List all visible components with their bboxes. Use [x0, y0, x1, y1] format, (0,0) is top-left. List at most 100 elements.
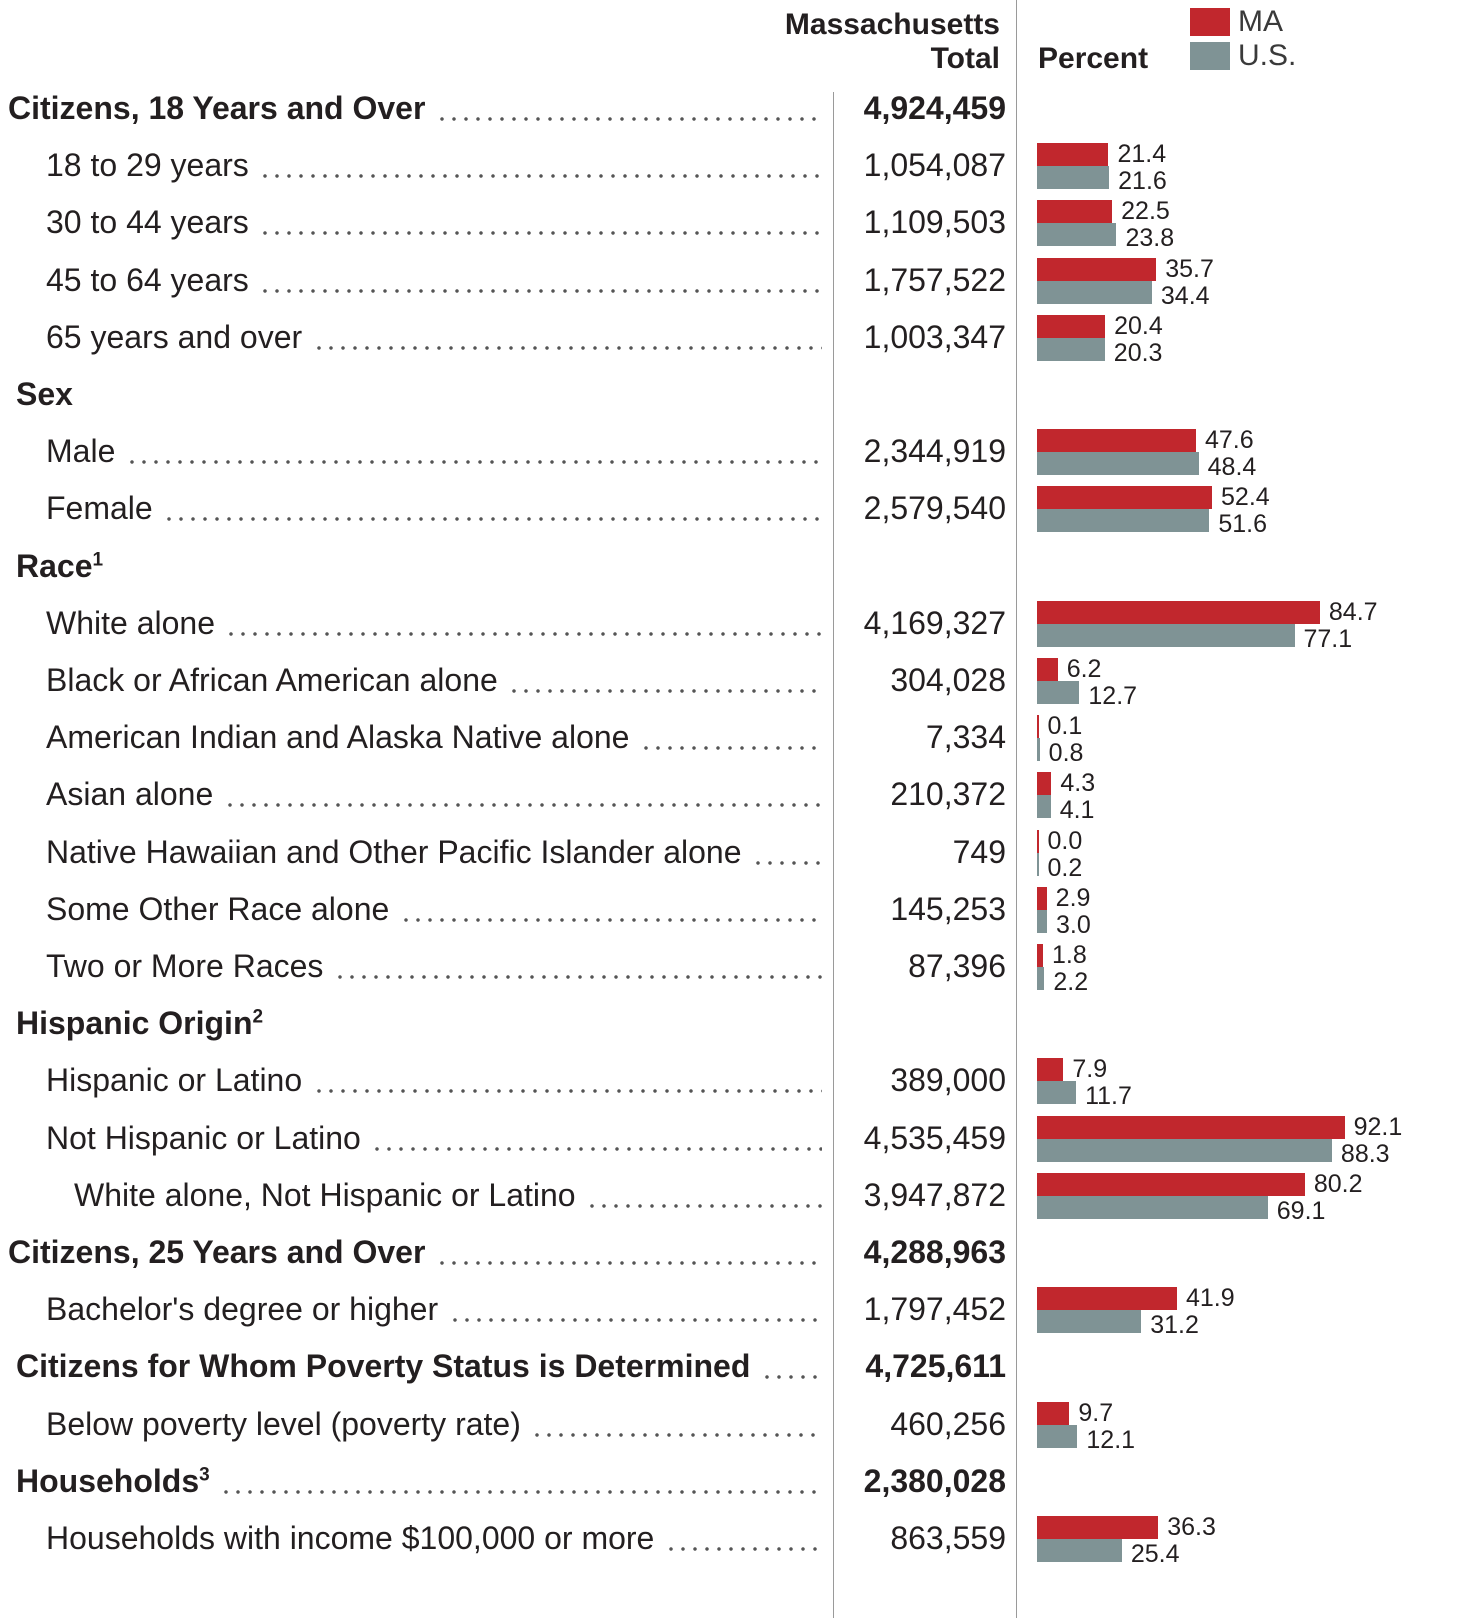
bar-ma — [1037, 772, 1052, 796]
value-label-ma: 84.7 — [1328, 597, 1378, 626]
row-label: 30 to 44 years — [46, 202, 249, 242]
row-label: Two or More Races — [46, 946, 323, 986]
bar-us — [1037, 1081, 1077, 1105]
row-total: 4,725,611 — [865, 1348, 1006, 1385]
row-label: Native Hawaiian and Other Pacific Island… — [46, 832, 741, 872]
bar-ma — [1037, 1172, 1305, 1196]
value-label-ma: 4.3 — [1060, 769, 1096, 798]
value-label-ma: 52.4 — [1221, 483, 1270, 512]
table-divider — [833, 92, 834, 1618]
value-label-us: 2.2 — [1053, 968, 1089, 996]
row-total: 1,757,522 — [863, 261, 1006, 298]
row-total: 4,288,963 — [863, 1234, 1006, 1270]
value-label-ma: 41.9 — [1185, 1284, 1235, 1313]
row-label-text: 65 years and over — [46, 318, 303, 355]
row-label: White alone — [46, 603, 215, 643]
row-label: Sex — [16, 374, 73, 414]
dot-leader — [126, 459, 822, 466]
row-label: Citizens, 18 Years and Over — [8, 88, 425, 128]
row-label-text: Sex — [16, 376, 73, 412]
row-total: 145,253 — [890, 890, 1006, 927]
value-label-us: 20.3 — [1113, 338, 1163, 367]
footnote-marker: 2 — [252, 1006, 264, 1028]
percent-divider — [1016, 0, 1017, 1618]
bar-ma — [1037, 143, 1109, 167]
bar-ma — [1037, 1401, 1070, 1425]
dot-leader — [259, 230, 822, 237]
dot-leader — [436, 116, 822, 122]
dot-leader — [640, 745, 822, 752]
bar-ma — [1037, 1516, 1159, 1539]
row-label-text: Households — [16, 1462, 200, 1499]
row-label: Hispanic or Latino — [46, 1060, 302, 1100]
row-label: Households with income $100,000 or more — [46, 1518, 654, 1558]
bar-us — [1037, 852, 1039, 876]
bar-ma — [1037, 829, 1039, 853]
value-label-ma: 1.8 — [1052, 941, 1087, 969]
bar-us — [1037, 1424, 1078, 1448]
row-label-text: 30 to 44 years — [46, 204, 249, 241]
dot-leader — [313, 344, 822, 351]
row-label-text: Native Hawaiian and Other Pacific Island… — [46, 833, 742, 870]
row-total: 389,000 — [890, 1062, 1006, 1099]
value-label-us: 51.6 — [1218, 510, 1268, 539]
value-label-us: 88.3 — [1340, 1139, 1390, 1168]
value-label-us: 11.7 — [1085, 1082, 1132, 1111]
dot-leader — [508, 688, 822, 694]
row-label-text: Black or African American alone — [46, 662, 498, 698]
row-label-text: Hispanic Origin — [16, 1005, 253, 1042]
dot-leader — [259, 173, 822, 180]
bar-us — [1037, 909, 1048, 933]
bar-ma — [1037, 715, 1039, 739]
bar-ma — [1037, 257, 1157, 281]
row-label-text: Race — [16, 547, 93, 584]
percent-header: Percent — [1038, 42, 1149, 75]
legend-swatch-us — [1190, 42, 1230, 70]
legend-swatch-ma — [1190, 8, 1230, 36]
value-label-ma: 9.7 — [1078, 1398, 1114, 1427]
value-label-us: 4.1 — [1059, 796, 1095, 825]
row-total: 1,003,347 — [863, 318, 1006, 355]
row-total: 210,372 — [890, 776, 1006, 813]
row-label: American Indian and Alaska Native alone — [46, 717, 629, 757]
row-label: Not Hispanic or Latino — [46, 1118, 361, 1158]
value-label-ma: 36.3 — [1167, 1513, 1216, 1541]
row-label-text: American Indian and Alaska Native alone — [46, 719, 630, 756]
row-total: 4,169,327 — [863, 604, 1006, 641]
total-header: Massachusetts Total — [780, 8, 1000, 76]
value-label-ma: 47.6 — [1204, 426, 1254, 455]
row-label: Citizens for Whom Poverty Status is Dete… — [16, 1346, 750, 1386]
row-label-text: Male — [46, 433, 116, 470]
dot-leader — [400, 916, 822, 923]
row-total: 1,054,087 — [863, 147, 1006, 184]
row-label-text: Households with income $100,000 or more — [46, 1520, 655, 1556]
legend-label-ma: MA — [1238, 5, 1283, 38]
row-label: Bachelor's degree or higher — [46, 1289, 438, 1329]
row-label-text: Hispanic or Latino — [46, 1062, 303, 1099]
row-label-text: Female — [46, 490, 153, 527]
row-total: 1,109,503 — [863, 204, 1006, 241]
dot-leader — [224, 802, 822, 809]
row-total: 460,256 — [890, 1405, 1006, 1442]
total-header-line1: Massachusetts — [784, 8, 1000, 41]
bar-us — [1037, 738, 1040, 762]
bar-us — [1037, 280, 1152, 304]
row-label: Black or African American alone — [46, 660, 498, 700]
row-label-text: Asian alone — [46, 776, 214, 813]
bar-us — [1037, 337, 1105, 361]
bar-us — [1037, 681, 1080, 704]
value-label-ma: 20.4 — [1114, 311, 1163, 340]
bar-us — [1037, 1539, 1122, 1562]
row-label-text: White alone, Not Hispanic or Latino — [74, 1176, 576, 1213]
row-total: 3,947,872 — [863, 1176, 1006, 1213]
row-label-text: Bachelor's degree or higher — [46, 1291, 439, 1328]
bar-us — [1037, 509, 1210, 533]
row-label: Female — [46, 488, 153, 528]
row-label-text: Two or More Races — [46, 948, 324, 984]
row-label: 45 to 64 years — [46, 260, 249, 300]
dot-leader — [436, 1260, 822, 1266]
bar-ma — [1037, 1287, 1177, 1311]
value-label-ma: 22.5 — [1121, 197, 1170, 226]
row-label-text: White alone — [46, 604, 215, 641]
bar-ma — [1037, 600, 1320, 624]
